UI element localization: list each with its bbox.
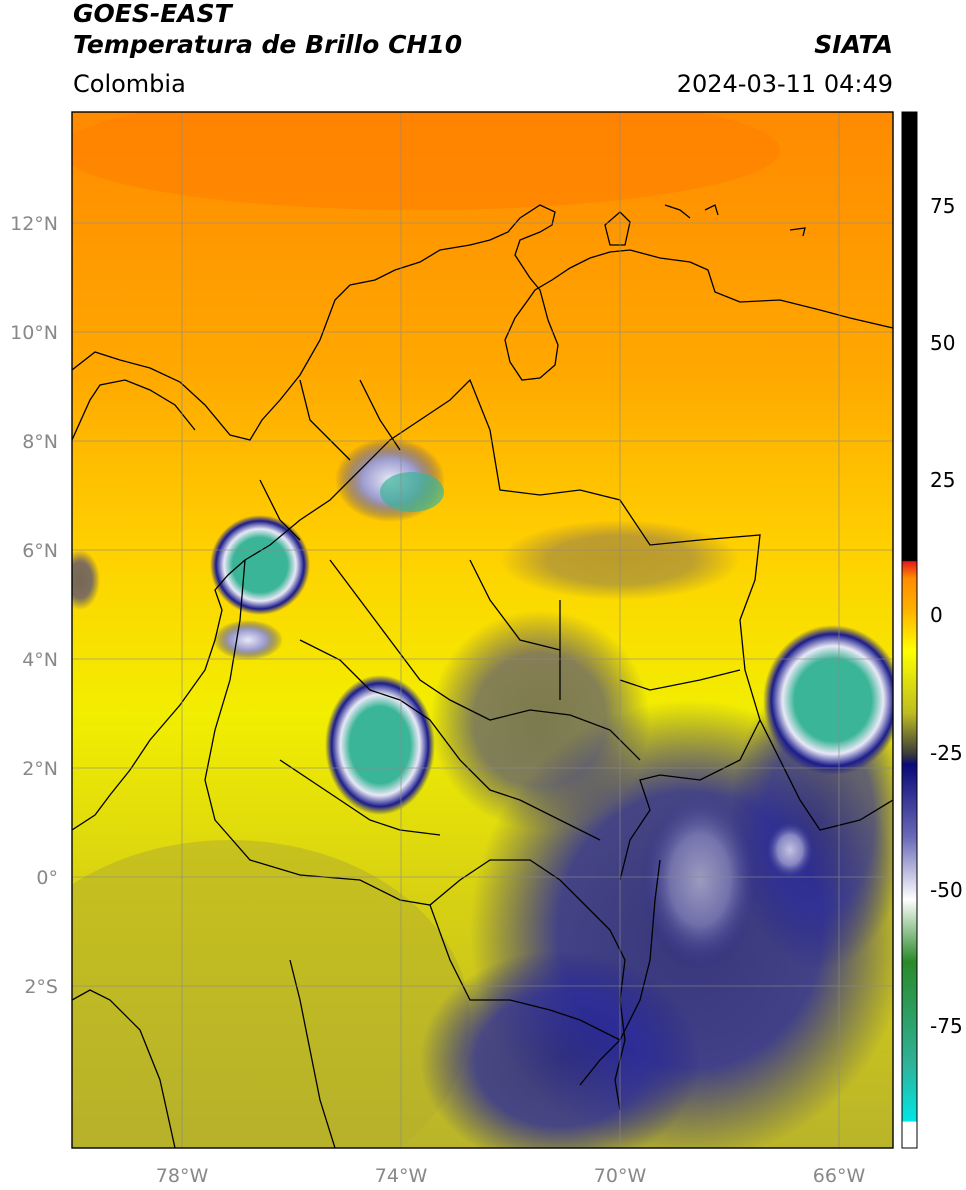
colorbar-ticks: 75 50 25 0 -25 -50 -75 bbox=[930, 194, 963, 1038]
colorbar-tick-label: 50 bbox=[930, 331, 955, 355]
lat-label: 10°N bbox=[10, 322, 58, 344]
lat-label: 0° bbox=[36, 867, 58, 889]
title-satellite: GOES-EAST bbox=[73, 0, 232, 28]
colorbar-tick-label: 75 bbox=[930, 194, 955, 218]
lon-label: 66°W bbox=[813, 1165, 866, 1187]
gridlines bbox=[72, 112, 893, 1148]
region-label: Colombia bbox=[73, 70, 186, 98]
political-boundaries bbox=[72, 204, 893, 1148]
agency-label: SIATA bbox=[814, 30, 893, 59]
longitude-labels: 78°W 74°W 70°W 66°W bbox=[156, 1165, 866, 1187]
lon-label: 74°W bbox=[375, 1165, 428, 1187]
colorbar: 75 50 25 0 -25 -50 -75 bbox=[901, 111, 963, 1149]
colorbar-tick-label: 25 bbox=[930, 468, 955, 492]
colorbar-tick-label: -25 bbox=[930, 741, 963, 765]
latitude-labels: 12°N 10°N 8°N 6°N 4°N 2°N 0° 2°S bbox=[10, 213, 58, 998]
lon-label: 70°W bbox=[594, 1165, 647, 1187]
map-frame bbox=[71, 111, 894, 1149]
colorbar-gradient bbox=[902, 112, 917, 1148]
lat-label: 4°N bbox=[22, 649, 58, 671]
lat-label: 6°N bbox=[22, 540, 58, 562]
colorbar-tick-label: 0 bbox=[930, 603, 943, 627]
lat-label: 12°N bbox=[10, 213, 58, 235]
colorbar-frame bbox=[901, 111, 918, 1149]
colorbar-tick-label: -50 bbox=[930, 878, 963, 902]
title-product: Temperatura de Brillo CH10 bbox=[73, 30, 463, 59]
colorbar-tick-label: -75 bbox=[930, 1014, 963, 1038]
datetime-label: 2024-03-11 04:49 bbox=[676, 70, 893, 98]
lat-label: 2°N bbox=[22, 758, 58, 780]
brightness-temperature-field bbox=[72, 112, 893, 1148]
lon-label: 78°W bbox=[156, 1165, 209, 1187]
lat-label: 8°N bbox=[22, 431, 58, 453]
lat-label: 2°S bbox=[24, 976, 58, 998]
